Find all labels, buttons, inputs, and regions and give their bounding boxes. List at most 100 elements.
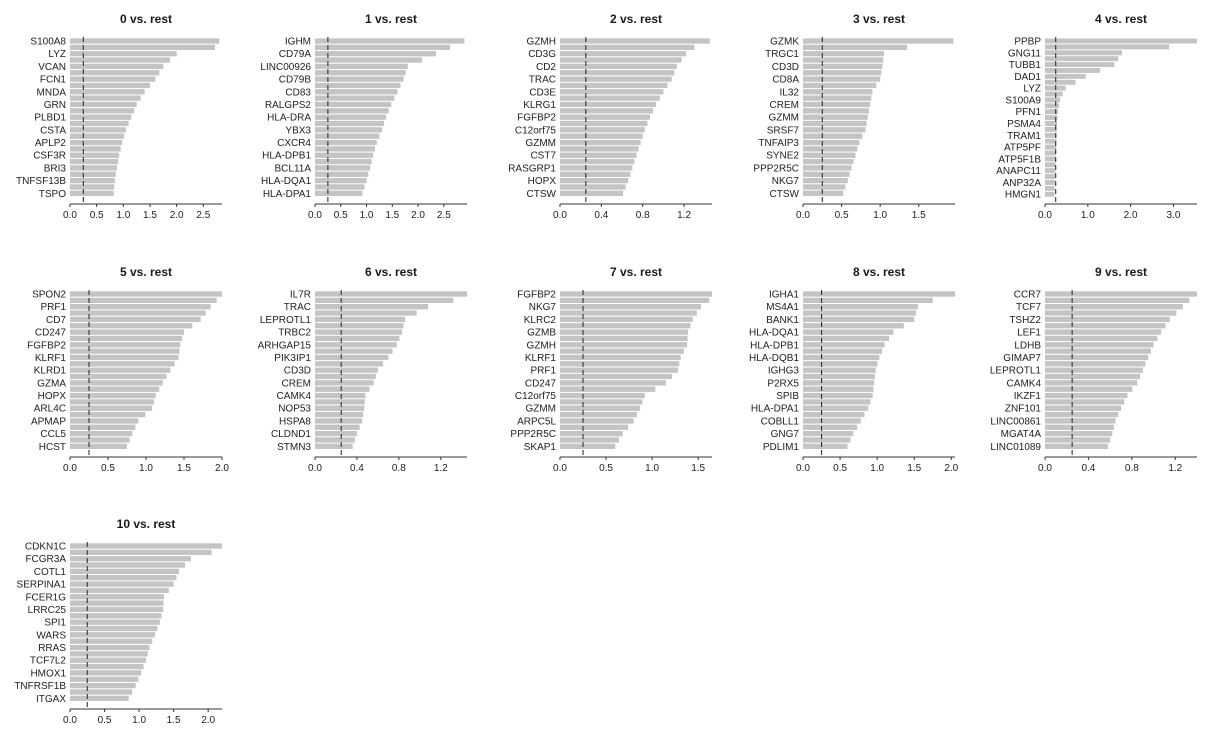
x-tick-label: 1.0 — [645, 463, 659, 474]
gene-label: HMGN1 — [1005, 190, 1042, 201]
bar — [70, 63, 164, 70]
bar — [560, 386, 656, 392]
bar — [803, 139, 860, 146]
gene-label: PLBD1 — [34, 113, 66, 124]
bar — [1045, 437, 1111, 443]
bar — [560, 76, 672, 82]
bar — [560, 133, 643, 139]
gene-label: NKG7 — [529, 302, 557, 313]
bar — [1045, 56, 1119, 62]
bar — [1045, 67, 1101, 73]
bar — [315, 443, 353, 449]
bar — [315, 57, 422, 63]
x-tick-label: 1.0 — [873, 210, 887, 221]
gene-label: TRAC — [284, 302, 311, 313]
gene-label: GZMH — [527, 340, 556, 351]
bar — [1045, 342, 1154, 348]
bar — [70, 373, 167, 380]
bar — [1045, 103, 1059, 109]
bar — [803, 418, 861, 424]
bar — [1045, 62, 1115, 68]
gene-label: CD8A — [772, 75, 799, 86]
bar — [560, 190, 624, 196]
bar — [315, 120, 385, 127]
bar — [315, 190, 363, 196]
bar — [1045, 291, 1197, 297]
gene-label: CD2 — [536, 62, 556, 73]
x-tick-label: 1.5 — [167, 715, 181, 726]
bar — [70, 543, 222, 549]
x-tick-label: 0.0 — [796, 463, 810, 474]
bar — [70, 581, 174, 587]
bar — [1045, 329, 1162, 335]
x-tick-label: 2.0 — [215, 463, 229, 474]
gene-label: TRBC2 — [278, 328, 311, 339]
gene-label: PPBP — [1014, 37, 1041, 48]
bar — [315, 392, 366, 399]
bar — [70, 411, 146, 418]
bar — [70, 310, 206, 316]
bar — [315, 310, 417, 316]
bar — [803, 101, 871, 108]
bar — [803, 171, 850, 177]
x-tick-label: 0.5 — [599, 463, 613, 474]
bar — [1045, 361, 1146, 367]
panel-title: 0 vs. rest — [120, 12, 172, 26]
bar — [803, 361, 878, 367]
gene-label: LEPROTL1 — [260, 315, 312, 326]
bar — [70, 133, 125, 139]
bar — [803, 411, 865, 418]
bar — [70, 335, 183, 342]
bar — [1045, 162, 1056, 168]
gene-label: IGHA1 — [769, 290, 799, 301]
gene-label: TNFRSF1B — [14, 681, 66, 692]
bar — [1045, 73, 1086, 79]
gene-label: GIMAP7 — [1003, 353, 1041, 364]
gene-label: GZMM — [525, 404, 556, 415]
panel-title: 5 vs. rest — [120, 265, 172, 279]
bar — [803, 323, 904, 329]
gene-label: TSPO — [39, 189, 66, 200]
gene-label: HLA-DQA1 — [261, 176, 311, 187]
gene-label: TRAM1 — [1007, 131, 1041, 142]
gene-label: GNG11 — [1008, 48, 1042, 59]
x-tick-label: 1.5 — [177, 463, 191, 474]
gene-label: LINC00861 — [990, 416, 1041, 427]
gene-label: PRF1 — [40, 302, 66, 313]
gene-label: GZMB — [527, 328, 556, 339]
gene-label: KLRF1 — [525, 353, 557, 364]
bar — [70, 638, 153, 644]
x-tick-label: 1.2 — [1168, 463, 1182, 474]
bar — [803, 133, 863, 139]
bar — [70, 114, 132, 120]
bar — [315, 354, 389, 361]
bar — [70, 657, 146, 663]
gene-label: SKAP1 — [524, 442, 557, 453]
bar — [803, 354, 880, 361]
bar — [315, 380, 374, 386]
bar — [315, 411, 364, 418]
bar — [560, 108, 654, 114]
bar — [1045, 132, 1057, 138]
bar — [315, 291, 467, 297]
bar — [315, 437, 355, 443]
bar — [803, 443, 848, 449]
bar — [70, 57, 170, 63]
bar — [1045, 399, 1125, 405]
gene-label: COBLL1 — [761, 416, 800, 427]
gene-label: ANAPC11 — [996, 166, 1041, 177]
bar — [1045, 411, 1119, 418]
x-tick-label: 1.0 — [1081, 210, 1095, 221]
gene-label: KLRG1 — [523, 100, 556, 111]
x-tick-label: 2.5 — [437, 210, 451, 221]
bar — [70, 82, 150, 89]
gene-label: TSHZ2 — [1009, 315, 1041, 326]
x-tick-label: 0.5 — [835, 210, 849, 221]
bar — [560, 443, 616, 449]
gene-label: GZMM — [525, 138, 556, 149]
bar — [1045, 121, 1057, 126]
gene-label: HLA-DRA — [267, 113, 311, 124]
gene-label: PSMA4 — [1007, 119, 1041, 130]
